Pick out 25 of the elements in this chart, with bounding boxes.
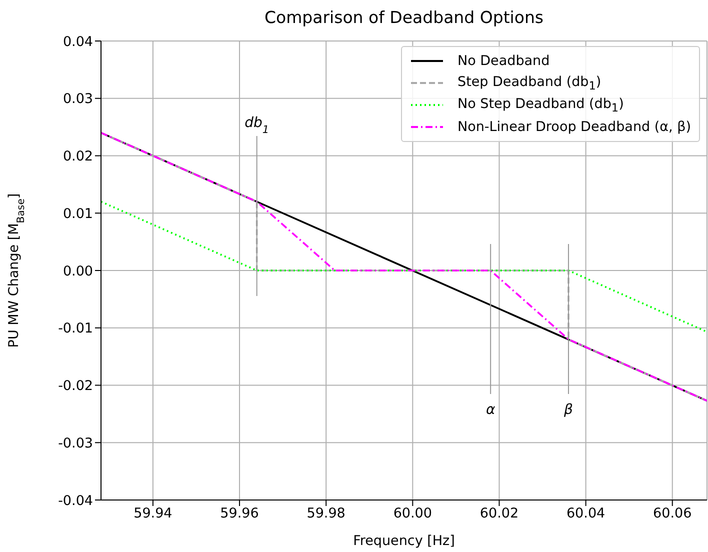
legend-label: Non-Linear Droop Deadband (α, β) bbox=[458, 119, 691, 135]
legend-label: No Deadband bbox=[458, 53, 550, 69]
ref-line-label: db$_{1}$ bbox=[244, 115, 270, 136]
y-tick-label: 0.04 bbox=[62, 34, 93, 50]
y-tick-label: -0.03 bbox=[58, 435, 93, 452]
y-tick-label: 0.01 bbox=[62, 206, 93, 222]
x-tick-label: 60.04 bbox=[566, 506, 606, 522]
legend-label: Step Deadband (db$_{1}$) bbox=[458, 74, 602, 92]
x-tick-label: 59.96 bbox=[220, 506, 259, 522]
x-tick-label: 60.02 bbox=[480, 506, 519, 522]
y-tick-label: -0.01 bbox=[58, 320, 93, 337]
ref-line-label: α bbox=[486, 402, 496, 418]
y-tick-label: 0.02 bbox=[62, 148, 93, 165]
y-tick-label: 0.00 bbox=[62, 263, 93, 280]
chart-title: Comparison of Deadband Options bbox=[263, 8, 545, 27]
x-tick-label: 60.06 bbox=[653, 506, 692, 522]
ref-line-label: β bbox=[563, 402, 574, 418]
x-tick-label: 59.94 bbox=[134, 506, 172, 522]
y-tick-label: -0.02 bbox=[58, 378, 93, 394]
x-tick-label: 60.00 bbox=[393, 506, 432, 522]
legend-label: No Step Deadband (db$_{1}$) bbox=[458, 96, 624, 114]
y-tick-label: -0.04 bbox=[58, 492, 93, 509]
y-tick-label: 0.03 bbox=[62, 91, 93, 108]
x-axis-title: Frequency [Hz] bbox=[352, 533, 456, 549]
x-tick-label: 59.98 bbox=[306, 506, 346, 522]
